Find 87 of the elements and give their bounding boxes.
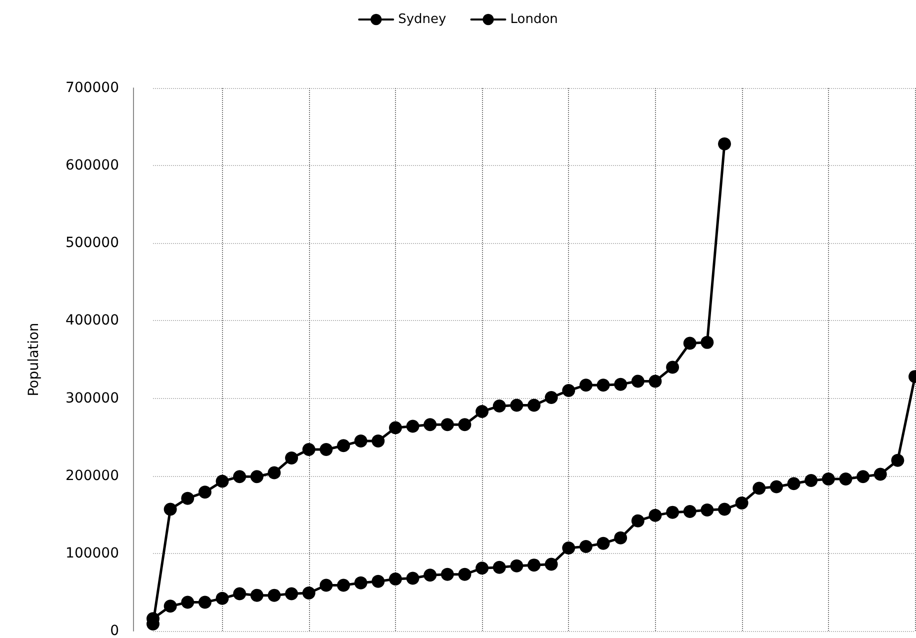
point: [458, 568, 472, 581]
point: [440, 568, 454, 581]
point: [164, 502, 177, 516]
legend-label: London: [510, 12, 558, 27]
point: [579, 540, 592, 553]
point: [216, 592, 229, 605]
point: [198, 486, 212, 499]
point: [718, 137, 731, 150]
point: [562, 542, 576, 554]
point: [787, 477, 800, 490]
y-tick-label: 500000: [66, 235, 119, 252]
point: [544, 558, 558, 571]
point: [683, 505, 696, 518]
point: [804, 474, 818, 488]
point: [770, 480, 783, 494]
point: [735, 496, 748, 510]
point: [510, 398, 524, 412]
point: [683, 336, 696, 350]
point: [372, 574, 385, 588]
point: [562, 384, 576, 398]
point: [614, 531, 628, 544]
point: [285, 452, 298, 465]
point: [233, 470, 246, 484]
point: [752, 482, 766, 495]
point: [822, 472, 835, 486]
point: [233, 587, 246, 600]
point: [631, 514, 644, 528]
y-tick-label: 600000: [66, 158, 119, 174]
point: [700, 503, 714, 516]
point: [476, 404, 489, 418]
point: [492, 400, 506, 413]
point: [337, 439, 350, 452]
point: [648, 508, 662, 522]
y-tick-label: 400000: [66, 312, 119, 329]
point: [354, 434, 368, 448]
point: [579, 378, 592, 392]
point: [476, 562, 489, 575]
legend-label: Sydney: [398, 12, 447, 27]
point: [528, 398, 540, 412]
point: [718, 502, 731, 516]
point: [492, 560, 506, 574]
point: [302, 586, 316, 600]
point: [424, 418, 437, 432]
point: [320, 442, 333, 456]
point: [648, 374, 662, 388]
point: [596, 536, 610, 550]
point: [891, 454, 904, 467]
point: [666, 506, 680, 519]
point: [181, 596, 194, 609]
point: [216, 474, 229, 488]
point: [874, 468, 887, 481]
point: [666, 360, 680, 374]
point: [268, 466, 281, 480]
point: [285, 587, 298, 600]
point: [510, 559, 524, 572]
point: [596, 378, 610, 392]
y-axis-title: Population: [26, 322, 42, 396]
point: [354, 576, 368, 590]
point: [440, 418, 454, 432]
point: [614, 378, 628, 391]
point: [250, 470, 264, 484]
point: [406, 420, 420, 433]
point: [250, 588, 264, 602]
point: [388, 421, 402, 434]
point: [424, 568, 437, 582]
point: [337, 578, 350, 592]
y-tick-label: 300000: [66, 390, 119, 406]
point: [372, 434, 385, 448]
y-tick-label: 700000: [66, 80, 119, 96]
point: [406, 572, 420, 585]
point: [198, 596, 212, 609]
point: [700, 336, 714, 349]
point: [164, 600, 177, 613]
y-tick-label: 100000: [66, 545, 119, 562]
point: [544, 391, 558, 404]
point: [268, 588, 281, 602]
y-tick-label: 0: [110, 623, 119, 638]
point: [302, 442, 316, 456]
point: [320, 578, 333, 592]
point: [458, 418, 472, 432]
point: [528, 558, 540, 572]
point: [856, 470, 870, 484]
y-tick-label: 200000: [66, 468, 119, 484]
point: [181, 492, 194, 505]
point: [388, 572, 402, 586]
point: [839, 472, 852, 486]
point: [631, 374, 644, 388]
